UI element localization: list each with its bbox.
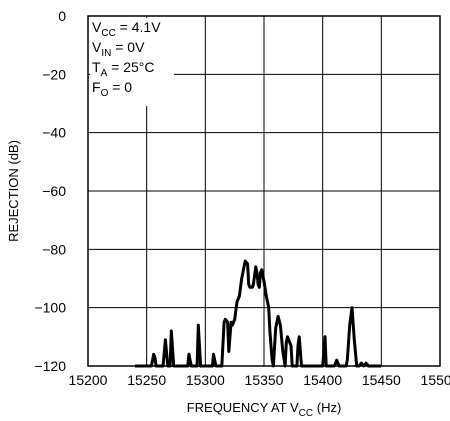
x-tick-label: 15350 — [245, 372, 284, 388]
annotation-line: TA = 25°C — [92, 59, 154, 79]
x-axis-label-tail: (Hz) — [313, 400, 341, 415]
y-tick-labels: 0 −20 −40 −60 −80 −100 −120 — [34, 8, 66, 374]
x-tick-labels: 15200 15250 15300 15350 15400 15450 15500 — [69, 372, 450, 388]
annotation-background — [90, 18, 174, 106]
y-tick-label: −60 — [42, 183, 66, 199]
y-axis-label: REJECTION (dB) — [6, 140, 21, 242]
x-tick-label: 15200 — [69, 372, 108, 388]
y-tick-label: −80 — [42, 241, 66, 257]
y-tick-label: −100 — [34, 300, 66, 316]
y-tick-label: −120 — [34, 358, 66, 374]
annotation-line: FO = 0 — [92, 79, 132, 99]
x-tick-label: 15500 — [421, 372, 450, 388]
annotation-line: VCC = 4.1V — [92, 19, 161, 39]
x-tick-label: 15450 — [362, 372, 401, 388]
rejection-series-line — [134, 259, 382, 368]
y-tick-label: −40 — [42, 125, 66, 141]
plot-frame — [87, 15, 441, 367]
x-axis-label: FREQUENCY AT VCC (Hz) — [187, 400, 342, 419]
y-tick-label: −20 — [42, 66, 66, 82]
x-tick-label: 15250 — [127, 372, 166, 388]
y-tick-label: 0 — [58, 8, 66, 24]
x-tick-label: 15300 — [186, 372, 225, 388]
x-axis-label-sub: CC — [299, 408, 313, 419]
x-axis-label-main: FREQUENCY AT V — [187, 400, 299, 415]
annotation-line: VIN = 0V — [92, 39, 145, 59]
x-tick-label: 15400 — [303, 372, 342, 388]
